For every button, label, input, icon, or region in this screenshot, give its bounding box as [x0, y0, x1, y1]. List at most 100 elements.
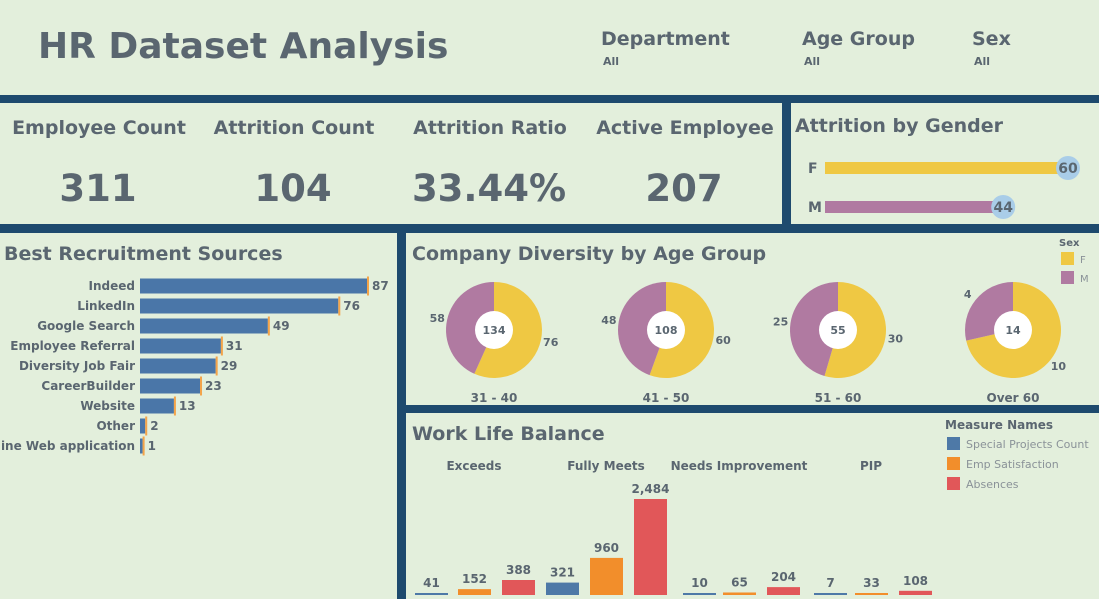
- donut-group-label: 31 - 40: [471, 391, 518, 405]
- wlb-legend-swatch: [947, 457, 960, 470]
- wlb-bar: [502, 580, 535, 595]
- wlb-bar: [899, 590, 932, 595]
- wlb-bar: [590, 557, 623, 595]
- diversity-chart: 134 76 58 31 - 40 108 60 48 41 - 50 55 30 25 51 - 6…: [430, 238, 1089, 405]
- gender-label-F: F: [808, 161, 818, 177]
- wlb-bar: [814, 593, 847, 595]
- donut-value-F: 60: [715, 334, 731, 347]
- filter-age-group-value[interactable]: All: [804, 55, 821, 68]
- recruit-bar: [140, 318, 268, 334]
- filter-age-group-label[interactable]: Age Group: [802, 28, 915, 50]
- wlb-category-label: PIP: [860, 459, 882, 473]
- recruit-value: 49: [273, 319, 290, 333]
- donut-group-label: 41 - 50: [643, 391, 690, 405]
- donut-slice-M: [618, 282, 666, 376]
- wlb-value-label: 33: [863, 576, 880, 590]
- recruit-marker: [367, 276, 369, 296]
- recruit-label: Google Search: [37, 319, 135, 333]
- wlb-value-label: 41: [423, 576, 440, 590]
- recruit-label: Employee Referral: [10, 339, 135, 353]
- recruitment-title: Best Recruitment Sources: [4, 243, 283, 265]
- recruit-value: 23: [205, 379, 222, 393]
- wlb-value-label: 108: [903, 574, 928, 588]
- filter-department-value[interactable]: All: [603, 55, 620, 68]
- kpi-attrition-ratio-label: Attrition Ratio: [413, 117, 567, 139]
- recruit-value: 1: [148, 439, 156, 453]
- recruit-value: 29: [221, 359, 238, 373]
- attrition-gender-chart: F 60 M 44: [808, 156, 1080, 219]
- kpi-employee-count-value: 311: [59, 167, 137, 210]
- work-life-panel: Work Life Balance Exceeds 41 152 388 Fully M…: [406, 413, 1099, 599]
- kpi-active-employee-value: 207: [645, 167, 723, 210]
- page-title: HR Dataset Analysis: [38, 26, 449, 67]
- donut-slice-M: [790, 282, 838, 377]
- recruit-label: Other: [96, 419, 135, 433]
- wlb-value-label: 2,484: [632, 482, 670, 496]
- donut-value-F: 10: [1051, 360, 1067, 373]
- diversity-title: Company Diversity by Age Group: [412, 243, 767, 265]
- kpi-active-employee-label: Active Employee: [596, 117, 774, 139]
- wlb-value-label: 321: [550, 566, 575, 580]
- donut-hole: [994, 311, 1032, 349]
- recruit-value: 2: [150, 419, 158, 433]
- recruit-label: Diversity Job Fair: [19, 359, 135, 373]
- recruit-bar: [140, 418, 146, 434]
- work-life-title: Work Life Balance: [412, 423, 605, 445]
- donut-hole: [647, 311, 685, 349]
- recruit-label: Website: [80, 399, 135, 413]
- recruit-marker: [173, 396, 176, 416]
- wlb-bar: [458, 589, 491, 595]
- gender-bar-F: [825, 162, 1068, 174]
- recruit-label: On-line Web application: [0, 439, 135, 453]
- recruit-bar: [140, 398, 174, 414]
- recruitment-panel: Best Recruitment Sources Indeed 87 LinkedI…: [0, 233, 397, 599]
- filter-sex-value[interactable]: All: [974, 55, 991, 68]
- wlb-bar: [855, 593, 888, 595]
- gender-label-M: M: [808, 200, 822, 216]
- recruit-label: Indeed: [89, 279, 135, 293]
- recruit-bar: [140, 338, 221, 354]
- recruit-value: 13: [179, 399, 196, 413]
- recruit-marker: [220, 336, 223, 356]
- wlb-value-label: 65: [731, 575, 748, 589]
- wlb-value-label: 152: [462, 572, 487, 586]
- wlb-value-label: 10: [691, 576, 708, 590]
- header-panel: HR Dataset Analysis Department All Age G…: [0, 0, 1099, 95]
- donut-value-F: 30: [888, 332, 904, 345]
- wlb-value-label: 388: [506, 563, 531, 577]
- recruit-marker: [142, 436, 145, 456]
- wlb-legend-label: Special Projects Count: [966, 438, 1089, 451]
- wlb-bar: [415, 593, 448, 595]
- gender-value-marker-F: [1056, 156, 1080, 180]
- diversity-legend-label-F: F: [1080, 255, 1086, 266]
- diversity-legend-swatch-F: [1061, 252, 1074, 265]
- wlb-legend-swatch: [947, 477, 960, 490]
- filter-department-label[interactable]: Department: [601, 28, 730, 50]
- recruit-marker: [215, 356, 218, 376]
- donut-total: 55: [830, 324, 845, 337]
- kpi-attrition-count-label: Attrition Count: [213, 117, 375, 139]
- filter-sex-label[interactable]: Sex: [972, 28, 1011, 50]
- wlb-category-label: Fully Meets: [567, 459, 644, 473]
- donut-group-label: 51 - 60: [815, 391, 862, 405]
- wlb-value-label: 960: [594, 541, 619, 555]
- recruit-bar: [140, 278, 367, 294]
- wlb-category-label: Exceeds: [446, 459, 501, 473]
- gender-value-F: 60: [1058, 161, 1078, 177]
- donut-value-M: 58: [430, 312, 445, 325]
- wlb-legend-label: Emp Satisfaction: [966, 458, 1059, 471]
- recruit-marker: [200, 376, 203, 396]
- gender-value-M: 44: [993, 200, 1013, 216]
- recruit-bar: [140, 378, 201, 394]
- wlb-value-label: 204: [771, 570, 796, 584]
- work-life-chart: Exceeds 41 152 388 Fully Meets 321 960 2,484Nee…: [415, 418, 1089, 595]
- recruit-value: 76: [343, 299, 360, 313]
- diversity-legend-label-M: M: [1080, 274, 1089, 285]
- wlb-bar: [723, 592, 756, 595]
- diversity-legend-swatch-M: [1061, 271, 1074, 284]
- kpi-panel: Employee Count 311 Attrition Count 104 A…: [0, 103, 782, 224]
- diversity-legend-title: Sex: [1059, 238, 1080, 249]
- recruit-label: CareerBuilder: [41, 379, 135, 393]
- kpi-employee-count-label: Employee Count: [12, 117, 186, 139]
- wlb-bar: [546, 582, 579, 595]
